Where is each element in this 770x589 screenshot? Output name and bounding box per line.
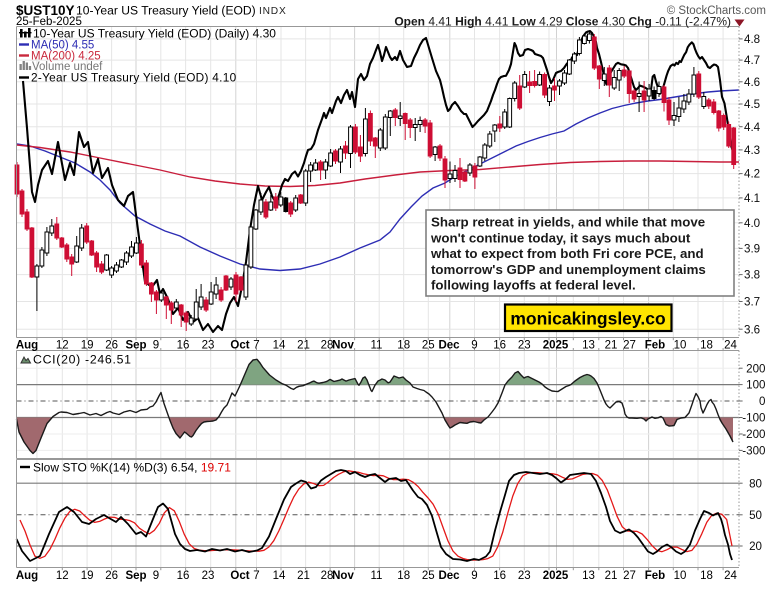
svg-text:14: 14: [273, 339, 286, 351]
svg-text:2-Year US Treasury Yield (EOD): 2-Year US Treasury Yield (EOD) 4.10: [31, 71, 237, 85]
svg-text:25: 25: [422, 570, 435, 582]
svg-text:25: 25: [422, 339, 435, 351]
svg-text:16: 16: [493, 570, 506, 582]
svg-text:Feb: Feb: [645, 339, 665, 351]
svg-text:Dec: Dec: [438, 339, 460, 351]
svg-text:3.9: 3.9: [744, 242, 760, 255]
svg-text:23: 23: [202, 570, 215, 582]
svg-text:Sep: Sep: [125, 570, 146, 582]
svg-text:9: 9: [471, 339, 477, 351]
svg-text:27: 27: [623, 339, 636, 351]
svg-text:13: 13: [582, 339, 595, 351]
svg-text:12: 12: [56, 339, 69, 351]
svg-text:18: 18: [397, 570, 410, 582]
svg-text:18: 18: [700, 570, 713, 582]
svg-text:4.0: 4.0: [744, 217, 760, 230]
svg-text:MA(200) 4.25: MA(200) 4.25: [31, 51, 101, 63]
svg-text:Oct: Oct: [230, 339, 249, 351]
svg-text:21: 21: [605, 339, 618, 351]
svg-text:21: 21: [605, 570, 618, 582]
svg-text:21: 21: [297, 339, 310, 351]
svg-text:19: 19: [81, 570, 94, 582]
svg-text:20: 20: [749, 540, 762, 553]
svg-text:25-Feb-2025: 25-Feb-2025: [16, 16, 82, 28]
svg-text:Slow STO %K(14) %D(3) 6.54, 19: Slow STO %K(14) %D(3) 6.54, 19.71: [33, 461, 231, 475]
svg-text:Oct: Oct: [230, 570, 249, 582]
svg-text:Open 4.41 High 4.41 Low 4.29 C: Open 4.41 High 4.41 Low 4.29 Close 4.30 …: [394, 15, 731, 29]
svg-text:-200: -200: [742, 428, 765, 441]
svg-text:3.6: 3.6: [744, 323, 760, 336]
svg-text:won't continue today, it says: won't continue today, it says much about: [430, 230, 691, 245]
svg-text:10-Year US Treasury Yield (EOD: 10-Year US Treasury Yield (EOD) (Daily) …: [33, 27, 276, 41]
svg-text:$UST10Y: $UST10Y: [16, 3, 75, 18]
svg-text:-300: -300: [742, 445, 765, 458]
svg-text:following layoffs at federal l: following layoffs at federal level.: [431, 278, 636, 293]
svg-text:3.8: 3.8: [744, 269, 760, 282]
svg-text:0: 0: [759, 395, 765, 408]
svg-text:12: 12: [56, 570, 69, 582]
svg-text:Volume undef: Volume undef: [32, 61, 103, 73]
svg-text:26: 26: [105, 570, 118, 582]
svg-text:10-Year US Treasury Yield (EOD: 10-Year US Treasury Yield (EOD): [76, 4, 256, 18]
svg-text:4.8: 4.8: [744, 33, 760, 46]
svg-text:7: 7: [253, 570, 259, 582]
svg-text:2025: 2025: [543, 339, 569, 351]
svg-text:27: 27: [623, 570, 636, 582]
svg-text:4.6: 4.6: [744, 76, 760, 89]
svg-text:9: 9: [153, 570, 159, 582]
svg-text:18: 18: [397, 339, 410, 351]
svg-text:200: 200: [746, 362, 765, 375]
svg-text:4.1: 4.1: [744, 192, 760, 205]
svg-text:2025: 2025: [543, 570, 569, 582]
svg-text:4.2: 4.2: [744, 168, 760, 181]
svg-text:26: 26: [105, 339, 118, 351]
svg-text:4.7: 4.7: [744, 54, 760, 67]
svg-text:24: 24: [724, 339, 737, 351]
svg-text:MA(50) 4.55: MA(50) 4.55: [31, 40, 94, 52]
svg-text:-100: -100: [742, 412, 765, 425]
svg-text:Sep: Sep: [125, 339, 146, 351]
svg-text:© StockCharts.com: © StockCharts.com: [667, 5, 766, 17]
svg-text:16: 16: [177, 570, 190, 582]
svg-text:13: 13: [582, 570, 595, 582]
svg-text:10: 10: [674, 570, 687, 582]
svg-text:24: 24: [724, 570, 737, 582]
svg-text:9: 9: [153, 339, 159, 351]
svg-text:100: 100: [746, 379, 765, 392]
svg-text:11: 11: [371, 339, 383, 351]
svg-text:19: 19: [81, 339, 94, 351]
svg-text:14: 14: [273, 570, 286, 582]
svg-text:21: 21: [297, 570, 310, 582]
svg-text:4.3: 4.3: [744, 144, 760, 157]
svg-text:28: 28: [321, 570, 334, 582]
svg-text:4.5: 4.5: [744, 98, 760, 111]
svg-text:Feb: Feb: [645, 570, 665, 582]
svg-text:80: 80: [749, 477, 762, 490]
svg-text:23: 23: [518, 339, 531, 351]
svg-text:16: 16: [493, 339, 506, 351]
svg-text:23: 23: [518, 570, 531, 582]
svg-text:CCI(20) -246.51: CCI(20) -246.51: [33, 353, 132, 367]
svg-text:7: 7: [253, 339, 259, 351]
svg-text:Dec: Dec: [438, 570, 460, 582]
svg-text:Nov: Nov: [332, 339, 354, 351]
svg-text:28: 28: [321, 339, 334, 351]
svg-text:tomorrow's GDP and unemploymen: tomorrow's GDP and unemployment claims: [431, 262, 706, 277]
svg-text:Nov: Nov: [332, 570, 354, 582]
svg-text:Aug: Aug: [16, 339, 38, 351]
svg-text:INDX: INDX: [259, 6, 287, 17]
svg-text:50: 50: [749, 509, 762, 522]
svg-text:4.4: 4.4: [744, 121, 761, 134]
svg-text:10: 10: [674, 339, 687, 351]
svg-text:Aug: Aug: [16, 570, 38, 582]
svg-text:16: 16: [177, 339, 190, 351]
svg-text:18: 18: [700, 339, 713, 351]
svg-text:what to expect from both Fri c: what to expect from both Fri core PCE, a…: [430, 246, 704, 261]
svg-text:Sharp retreat in yields, and w: Sharp retreat in yields, and while that …: [431, 215, 705, 230]
svg-text:11: 11: [371, 570, 383, 582]
svg-text:23: 23: [202, 339, 215, 351]
svg-text:3.7: 3.7: [744, 296, 760, 309]
svg-text:monicakingsley.co: monicakingsley.co: [510, 309, 665, 329]
svg-text:9: 9: [471, 570, 477, 582]
